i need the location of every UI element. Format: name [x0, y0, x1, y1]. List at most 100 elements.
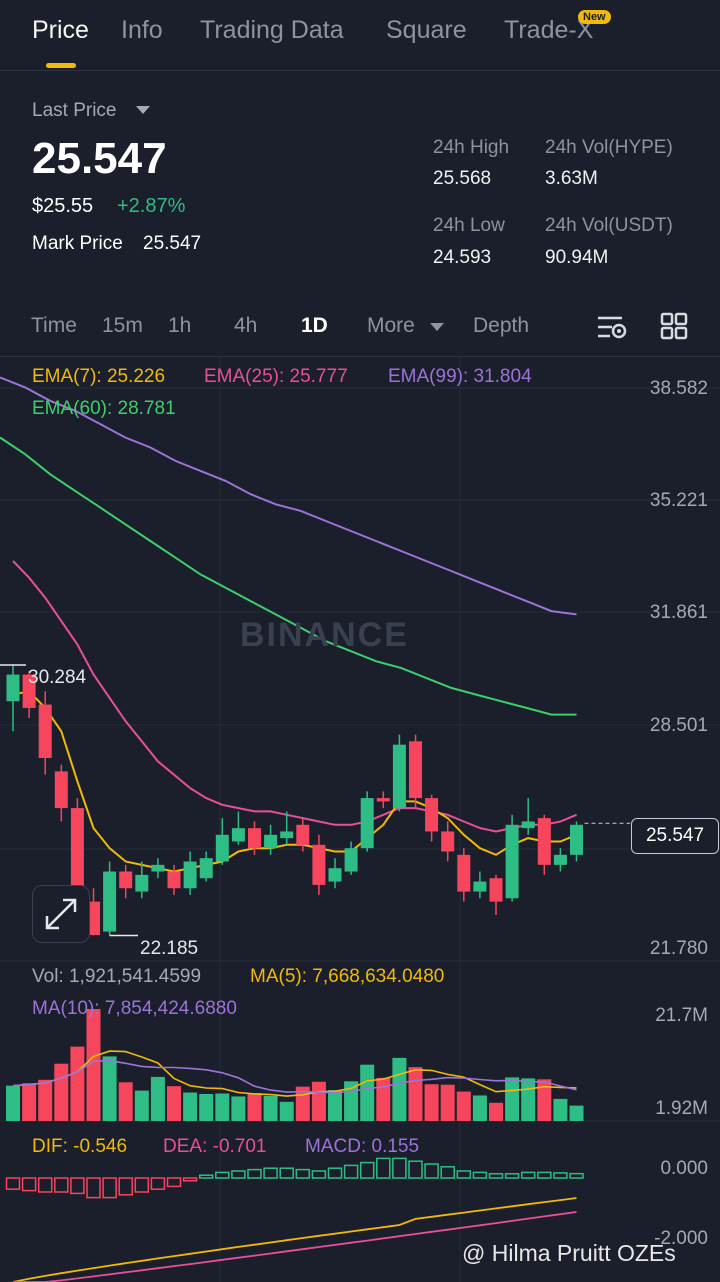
macd-histogram-bar — [21, 1177, 37, 1192]
candle-body — [231, 828, 245, 842]
interval-1h[interactable]: 1h — [168, 314, 192, 337]
ma5-label: MA(5): 7,668,634.0480 — [250, 966, 445, 987]
macd-histogram-bar — [392, 1157, 407, 1179]
candle-body — [328, 868, 342, 882]
volume-bar — [118, 1082, 133, 1121]
fullscreen-button[interactable] — [32, 885, 90, 943]
candle-body — [167, 871, 181, 889]
last-price-value: 25.547 — [32, 134, 167, 183]
volume-tick: 21.7M — [655, 1005, 708, 1026]
interval-15m[interactable]: 15m — [102, 314, 143, 337]
volume-bar — [279, 1101, 294, 1121]
credit-watermark: @ Hilma Pruitt OZEs — [462, 1240, 676, 1266]
low-24h-label: 24h Low — [433, 215, 505, 236]
volume-bar — [70, 1046, 85, 1121]
volume-bar — [569, 1105, 584, 1121]
macd-histogram-bar — [488, 1173, 504, 1179]
macd-histogram-bar — [279, 1167, 294, 1179]
ema60-line — [0, 436, 577, 716]
volume-bar — [150, 1076, 165, 1121]
candle-body — [505, 824, 519, 899]
candle-body — [537, 818, 551, 865]
macd-histogram-bar — [166, 1177, 182, 1188]
macd-histogram-bar — [569, 1172, 584, 1179]
macd-histogram-bar — [118, 1177, 133, 1196]
volume-bar — [537, 1079, 552, 1121]
volume-bar — [505, 1077, 520, 1121]
candle-body — [248, 828, 261, 849]
candle-body — [6, 674, 20, 702]
price-tick: 35.221 — [649, 490, 708, 511]
interval-depth[interactable]: Depth — [473, 314, 530, 337]
last-price-label[interactable]: Last Price — [32, 100, 117, 121]
macd-histogram-bar — [247, 1168, 262, 1179]
macd-histogram-bar — [520, 1171, 536, 1179]
ema7-label: EMA(7): 25.226 — [32, 366, 166, 387]
candle-body — [135, 874, 149, 892]
volume-bar — [456, 1091, 471, 1121]
volume-bar — [134, 1090, 149, 1121]
tab-square[interactable]: Square — [386, 16, 467, 44]
candle-body — [489, 878, 503, 902]
candle-body — [199, 858, 213, 879]
macd-histogram-bar — [553, 1172, 568, 1179]
candle-body — [392, 744, 406, 809]
candle-body — [570, 824, 583, 855]
volume-bar — [263, 1095, 278, 1121]
candle-body — [409, 741, 422, 799]
volume-bar — [247, 1093, 262, 1121]
candle-body — [119, 871, 133, 889]
macd-histogram-bar — [327, 1167, 343, 1179]
candle-body — [70, 808, 84, 902]
macd-histogram-bar — [311, 1170, 327, 1179]
price-tick: 28.501 — [649, 715, 708, 736]
candle-body — [441, 831, 455, 852]
volume-bar — [424, 1084, 439, 1121]
caret-down-icon[interactable] — [136, 106, 150, 114]
candle-body — [344, 848, 358, 872]
macd-histogram-bar — [54, 1177, 69, 1193]
macd-tick: 0.000 — [660, 1158, 708, 1179]
tab-info[interactable]: Info — [121, 16, 163, 44]
macd-histogram-bar — [5, 1177, 21, 1190]
macd-histogram-bar — [263, 1167, 278, 1179]
macd-histogram-bar — [37, 1177, 53, 1193]
interval-4h[interactable]: 4h — [234, 314, 258, 337]
candle-body — [553, 854, 567, 865]
ema99-label: EMA(99): 31.804 — [388, 366, 532, 387]
volume-bar — [6, 1085, 20, 1121]
layout-grid-icon[interactable] — [660, 312, 688, 340]
candle-body — [457, 854, 471, 892]
interval-1d[interactable]: 1D — [301, 314, 328, 337]
volume-tick: 1.92M — [655, 1098, 708, 1119]
vol-usdt-value: 90.94M — [545, 247, 609, 268]
macd-histogram-bar — [537, 1171, 552, 1179]
volume-bar — [102, 1056, 117, 1121]
candle-body — [264, 834, 278, 849]
tab-trading-data[interactable]: Trading Data — [200, 16, 344, 44]
ema60-label: EMA(60): 28.781 — [32, 398, 176, 419]
volume-bar — [231, 1096, 246, 1121]
volume-bar — [408, 1067, 423, 1121]
chart-settings-icon[interactable] — [596, 314, 628, 342]
kline-chart[interactable] — [0, 357, 720, 1282]
ema25-line — [12, 560, 577, 833]
volume-bar — [215, 1093, 230, 1121]
volume-bar — [392, 1057, 407, 1121]
ema25-label: EMA(25): 25.777 — [204, 366, 348, 387]
interval-more[interactable]: More — [367, 314, 415, 337]
tab-price[interactable]: Price — [32, 16, 89, 44]
macd-histogram-bar — [343, 1164, 359, 1179]
volume-bar — [199, 1093, 214, 1121]
candle-body — [151, 864, 165, 872]
macd-histogram-bar — [102, 1177, 117, 1199]
ema7-line — [12, 690, 577, 873]
caret-down-icon[interactable] — [430, 323, 444, 331]
macd-histogram-bar — [182, 1177, 198, 1182]
volume-ma10-line — [12, 1059, 577, 1094]
volume-bar — [328, 1090, 342, 1121]
candle-body — [280, 831, 294, 839]
price-tick: 31.861 — [649, 602, 708, 623]
high-24h-value: 25.568 — [433, 168, 492, 189]
interval-time[interactable]: Time — [31, 314, 77, 337]
